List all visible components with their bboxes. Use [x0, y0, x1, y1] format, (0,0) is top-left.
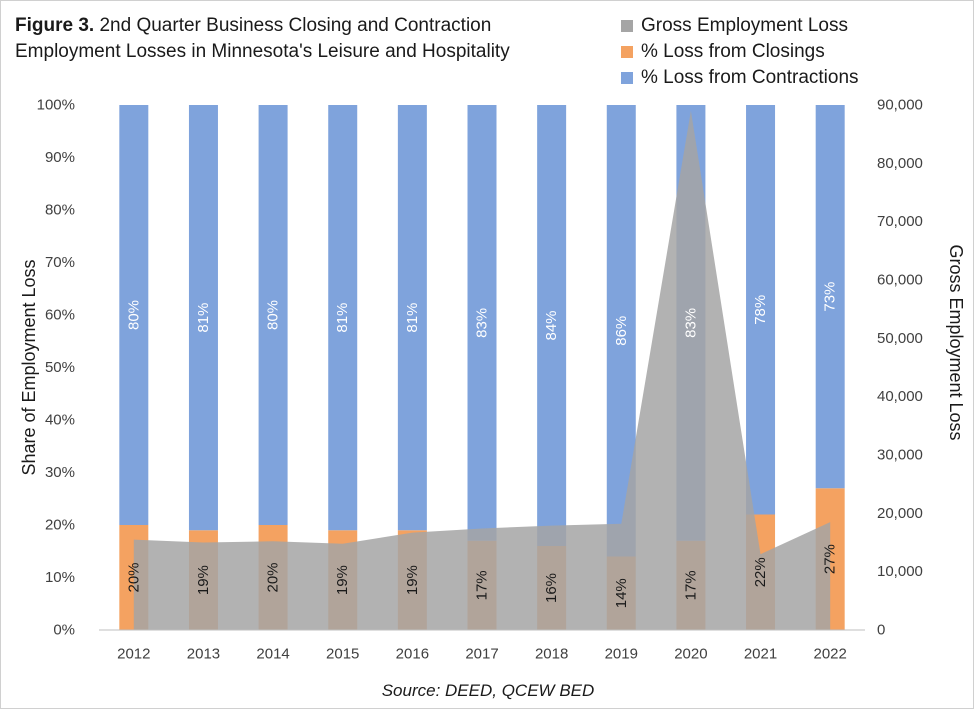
closings-label-2022: 27% [822, 544, 839, 574]
contractions-bar-2012 [119, 105, 149, 525]
contractions-label-2020: 83% [682, 308, 699, 338]
figure-number: Figure 3. [15, 15, 95, 36]
contractions-bar-2016 [397, 105, 427, 531]
legend-swatch-contractions [621, 72, 633, 84]
bar-labels: 20% 80% 19% 81% 20% 80% 19% 81% 19% 81% 17% 83% 16% 8… [125, 282, 838, 609]
closings-label-2012: 20% [125, 562, 142, 592]
right-tick-label: 30,000 [877, 447, 923, 464]
x-tick-label-2015: 2015 [326, 646, 359, 663]
right-axis: 0 10,000 20,000 30,000 40,000 50,000 60,000 70,… [877, 97, 923, 639]
contractions-label-2017: 83% [474, 308, 491, 338]
right-tick-label: 70,000 [877, 213, 923, 230]
x-tick-label-2017: 2017 [465, 646, 498, 663]
legend-item-closings: % Loss from Closings [621, 39, 859, 65]
closings-label-2018: 16% [543, 573, 560, 603]
contractions-bar-2021 [746, 105, 776, 515]
gross-employment-area [133, 110, 831, 631]
contractions-label-2015: 81% [334, 303, 351, 333]
right-tick-label: 80,000 [877, 155, 923, 172]
contractions-label-2016: 81% [404, 303, 421, 333]
x-axis: 2012 2013 2014 2015 2016 2017 2018 2019 2020 2021… [99, 629, 865, 663]
left-tick-label: 20% [45, 517, 75, 534]
closings-label-2015: 19% [334, 565, 351, 595]
left-tick-label: 30% [45, 464, 75, 481]
legend: Gross Employment Loss % Loss from Closin… [621, 13, 859, 91]
right-tick-label: 50,000 [877, 330, 923, 347]
contractions-bar-2018 [537, 105, 567, 546]
gross-employment-area-shape [133, 110, 831, 631]
contractions-label-2022: 73% [822, 282, 839, 312]
legend-swatch-closings [621, 46, 633, 58]
left-tick-label: 50% [45, 359, 75, 376]
right-tick-label: 0 [877, 622, 885, 639]
left-tick-label: 40% [45, 412, 75, 429]
contractions-bar-2013 [188, 105, 218, 531]
right-tick-label: 20,000 [877, 505, 923, 522]
x-tick-label-2014: 2014 [256, 646, 289, 663]
contractions-bar-2014 [258, 105, 288, 525]
x-tick-label-2022: 2022 [813, 646, 846, 663]
x-tick-label-2020: 2020 [674, 646, 707, 663]
x-tick-label-2012: 2012 [117, 646, 150, 663]
left-tick-label: 60% [45, 307, 75, 324]
legend-label-closings: % Loss from Closings [641, 41, 825, 62]
left-tick-label: 80% [45, 202, 75, 219]
x-tick-label-2018: 2018 [535, 646, 568, 663]
contractions-label-2021: 78% [752, 295, 769, 325]
x-tick-label-2013: 2013 [187, 646, 220, 663]
contractions-label-2014: 80% [265, 300, 282, 330]
contractions-label-2012: 80% [125, 300, 142, 330]
left-tick-label: 10% [45, 569, 75, 586]
contractions-bar-2015 [328, 105, 358, 531]
right-tick-label: 10,000 [877, 563, 923, 580]
x-tick-label-2016: 2016 [396, 646, 429, 663]
right-tick-label: 40,000 [877, 388, 923, 405]
legend-label-contractions: % Loss from Contractions [641, 67, 859, 88]
closings-label-2013: 19% [195, 565, 212, 595]
left-tick-label: 70% [45, 254, 75, 271]
closings-label-2020: 17% [682, 570, 699, 600]
contractions-label-2013: 81% [195, 303, 212, 333]
legend-label-gross: Gross Employment Loss [641, 15, 848, 36]
left-axis: 0% 10% 20% 30% 40% 50% 60% 70% 80% 90% 100% [37, 97, 75, 639]
contractions-bar-2017 [467, 105, 497, 541]
right-tick-label: 90,000 [877, 97, 923, 114]
legend-item-gross: Gross Employment Loss [621, 13, 859, 39]
closings-label-2019: 14% [613, 578, 630, 608]
contractions-bar-2022 [815, 105, 845, 489]
closings-label-2014: 20% [265, 562, 282, 592]
closings-label-2021: 22% [752, 557, 769, 587]
left-tick-label: 100% [37, 97, 75, 114]
source-note: Source: DEED, QCEW BED [381, 681, 595, 700]
title-text: 2nd Quarter Business Closing and Contrac… [15, 15, 510, 62]
right-tick-label: 60,000 [877, 272, 923, 289]
x-tick-label-2019: 2019 [605, 646, 638, 663]
x-tick-label-2021: 2021 [744, 646, 777, 663]
closings-label-2016: 19% [404, 565, 421, 595]
right-axis-title: Gross Employment Loss [946, 244, 966, 440]
chart-title: Figure 3. 2nd Quarter Business Closing a… [15, 13, 575, 65]
contractions-label-2018: 84% [543, 310, 560, 340]
closings-label-2017: 17% [474, 570, 491, 600]
legend-item-contractions: % Loss from Contractions [621, 65, 859, 91]
legend-swatch-gross [621, 20, 633, 32]
left-axis-title: Share of Employment Loss [19, 259, 39, 475]
left-tick-label: 90% [45, 149, 75, 166]
contractions-label-2019: 86% [613, 316, 630, 346]
left-tick-label: 0% [53, 622, 75, 639]
